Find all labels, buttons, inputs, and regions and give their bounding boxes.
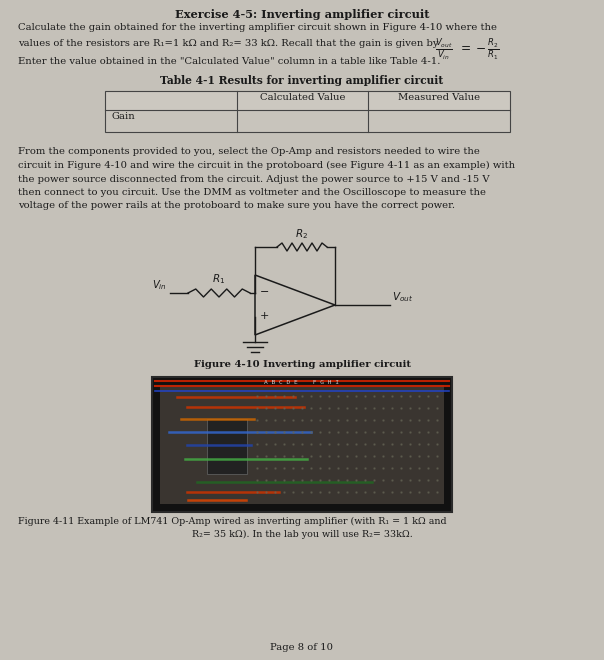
Text: Calculate the gain obtained for the inverting amplifier circuit shown in Figure : Calculate the gain obtained for the inve… xyxy=(18,23,497,32)
Text: +: + xyxy=(260,311,269,321)
Text: A B C D E    F G H I: A B C D E F G H I xyxy=(265,379,339,385)
Text: $R_2$: $R_2$ xyxy=(295,227,309,241)
Text: $V_{out}$: $V_{out}$ xyxy=(392,290,413,304)
Text: R₂= 35 kΩ). In the lab you will use R₂= 33kΩ.: R₂= 35 kΩ). In the lab you will use R₂= … xyxy=(191,530,413,539)
Text: voltage of the power rails at the protoboard to make sure you have the correct p: voltage of the power rails at the protob… xyxy=(18,201,455,211)
Text: Figure 4-11 Example of LM741 Op-Amp wired as inverting amplifier (with R₁ = 1 kΩ: Figure 4-11 Example of LM741 Op-Amp wire… xyxy=(18,517,446,525)
Text: Gain: Gain xyxy=(111,112,135,121)
Bar xyxy=(105,91,510,132)
Text: $= -\frac{R_2}{R_1}$: $= -\frac{R_2}{R_1}$ xyxy=(458,38,500,62)
Text: Calculated Value: Calculated Value xyxy=(260,93,345,102)
Text: $R_1$: $R_1$ xyxy=(213,272,226,286)
Text: Exercise 4-5: Inverting amplifier circuit: Exercise 4-5: Inverting amplifier circui… xyxy=(175,9,429,20)
Text: Page 8 of 10: Page 8 of 10 xyxy=(271,643,333,652)
Bar xyxy=(207,418,247,473)
Text: values of the resistors are R₁=1 kΩ and R₂= 33 kΩ. Recall that the gain is given: values of the resistors are R₁=1 kΩ and … xyxy=(18,38,439,48)
Text: circuit in Figure 4-10 and wire the circuit in the protoboard (see Figure 4-11 a: circuit in Figure 4-10 and wire the circ… xyxy=(18,161,515,170)
Text: $\frac{V_{out}}{V_{in}}$: $\frac{V_{out}}{V_{in}}$ xyxy=(435,38,453,62)
Text: From the components provided to you, select the Op-Amp and resistors needed to w: From the components provided to you, sel… xyxy=(18,147,480,156)
Bar xyxy=(160,385,444,504)
Text: then connect to you circuit. Use the DMM as voltmeter and the Oscilloscope to me: then connect to you circuit. Use the DMM… xyxy=(18,188,486,197)
Text: Table 4-1 Results for inverting amplifier circuit: Table 4-1 Results for inverting amplifie… xyxy=(161,75,443,86)
Text: $V_{in}$: $V_{in}$ xyxy=(152,279,167,292)
Bar xyxy=(105,91,510,110)
Text: −: − xyxy=(260,287,269,297)
Text: the power source disconnected from the circuit. Adjust the power source to +15 V: the power source disconnected from the c… xyxy=(18,174,490,183)
Text: Measured Value: Measured Value xyxy=(398,93,480,102)
Text: Figure 4-10 Inverting amplifier circuit: Figure 4-10 Inverting amplifier circuit xyxy=(193,360,411,369)
Bar xyxy=(105,110,510,132)
Text: Enter the value obtained in the "Calculated Value" column in a table like Table : Enter the value obtained in the "Calcula… xyxy=(18,57,440,66)
Bar xyxy=(152,376,452,512)
